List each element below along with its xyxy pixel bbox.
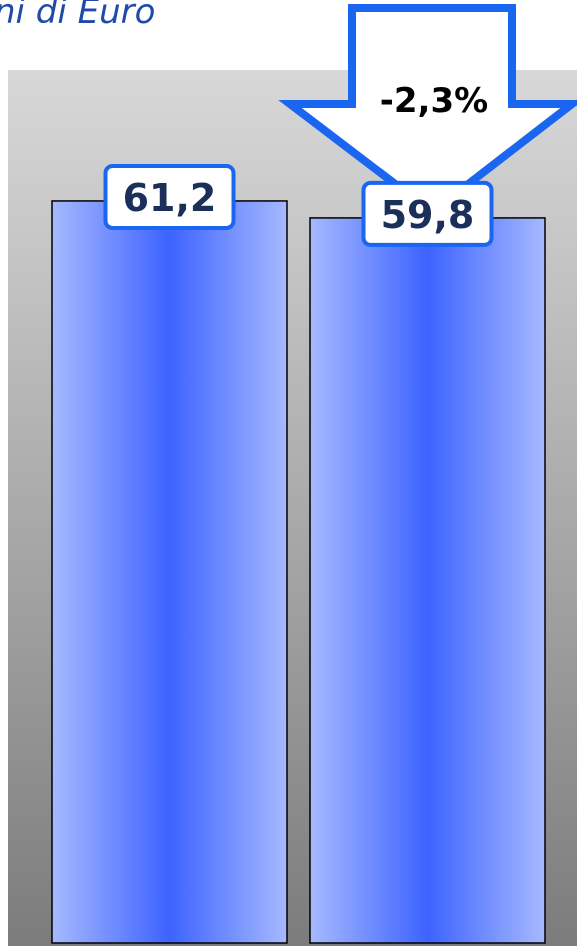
bar-2 <box>309 217 546 944</box>
bar-1 <box>51 200 288 944</box>
chart-title: ni di Euro <box>0 0 156 32</box>
value-label-box-2 <box>361 180 494 247</box>
value-labels-group: 61,2 59,8 <box>103 163 494 247</box>
down-arrow-shape <box>278 4 577 218</box>
change-arrow: -2,3% <box>278 4 577 218</box>
value-label-2: 59,8 <box>381 193 475 237</box>
value-label-1: 61,2 <box>123 176 217 220</box>
change-percent-label: -2,3% <box>380 81 488 121</box>
value-label-box-1 <box>103 163 236 230</box>
bars-group <box>51 200 546 944</box>
